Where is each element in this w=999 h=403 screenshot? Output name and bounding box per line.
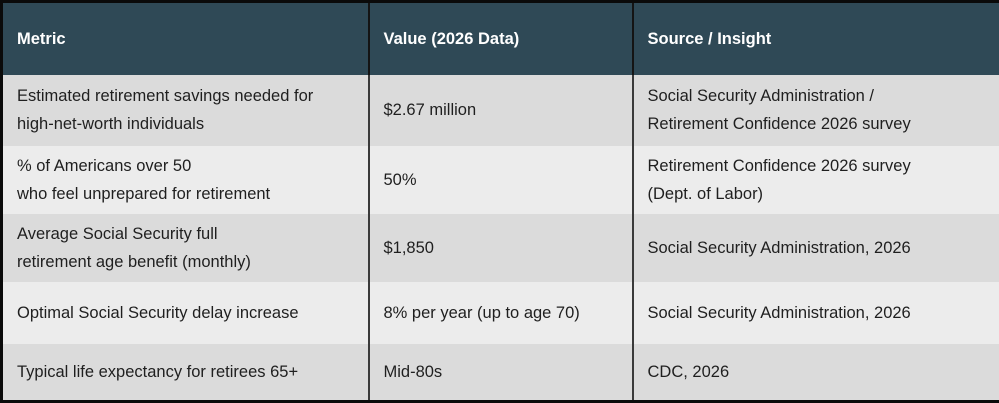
table-row: Optimal Social Security delay increase 8… xyxy=(1,281,999,345)
value-cell: 50% xyxy=(367,145,633,215)
table-row: Average Social Security full retirement … xyxy=(1,214,999,282)
value-cell: $2.67 million xyxy=(367,75,633,146)
table-body: Estimated retirement savings needed for … xyxy=(1,75,999,402)
metric-cell: Estimated retirement savings needed for … xyxy=(1,75,369,146)
value-cell: Mid-80s xyxy=(367,344,633,402)
table-row: Typical life expectancy for retirees 65+… xyxy=(1,344,999,402)
metric-cell: Average Social Security full retirement … xyxy=(1,214,369,282)
source-cell: Social Security Administration / Retirem… xyxy=(631,75,999,146)
source-cell: Social Security Administration, 2026 xyxy=(631,214,999,282)
source-cell: Retirement Confidence 2026 survey (Dept.… xyxy=(631,145,999,215)
column-header-source: Source / Insight xyxy=(631,1,999,75)
source-cell: Social Security Administration, 2026 xyxy=(631,281,999,345)
table-row: Estimated retirement savings needed for … xyxy=(1,75,999,146)
metric-cell: % of Americans over 50 who feel unprepar… xyxy=(1,145,369,215)
source-cell: CDC, 2026 xyxy=(631,344,999,402)
metric-cell: Optimal Social Security delay increase xyxy=(1,281,369,345)
column-header-metric: Metric xyxy=(1,1,369,75)
table-row: % of Americans over 50 who feel unprepar… xyxy=(1,145,999,215)
value-cell: 8% per year (up to age 70) xyxy=(367,281,633,345)
value-cell: $1,850 xyxy=(367,214,633,282)
metric-cell: Typical life expectancy for retirees 65+ xyxy=(1,344,369,402)
header-row: Metric Value (2026 Data) Source / Insigh… xyxy=(1,1,999,75)
column-header-value: Value (2026 Data) xyxy=(367,1,633,75)
table-header: Metric Value (2026 Data) Source / Insigh… xyxy=(1,1,999,75)
